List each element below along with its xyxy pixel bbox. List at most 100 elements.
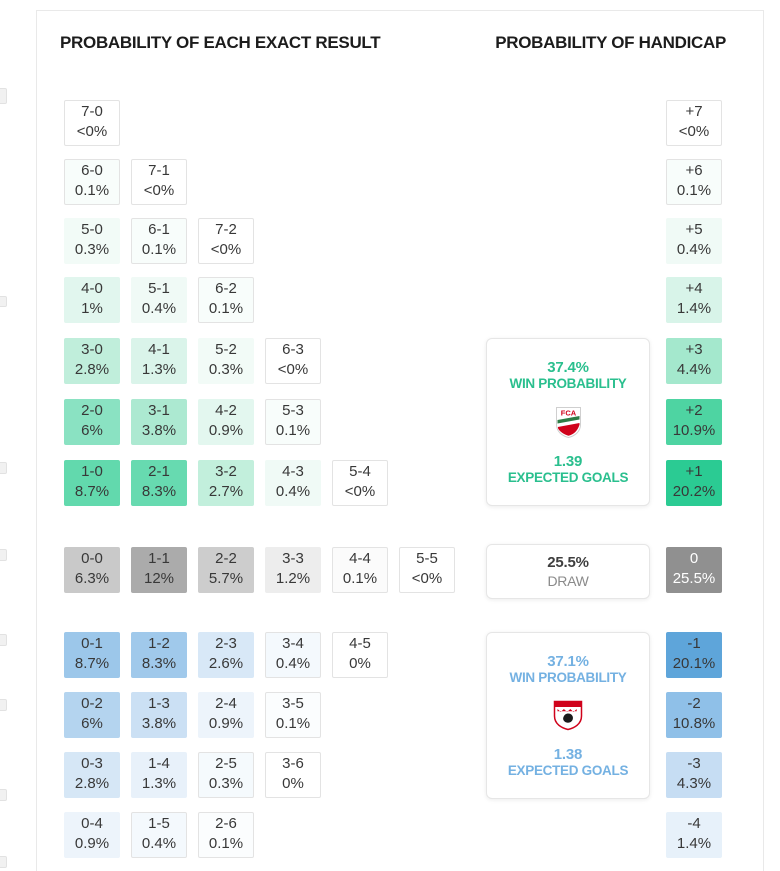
score-label: 5-3	[282, 402, 304, 419]
result-cell-2-1: 2-1 8.3%	[131, 460, 187, 506]
score-label: 1-4	[148, 755, 170, 772]
score-label: -3	[687, 755, 701, 772]
result-cell-2-3: 2-3 2.6%	[198, 632, 254, 678]
result-cell-5-3: 5-3 0.1%	[265, 399, 321, 445]
probability-label: 6.3%	[74, 570, 110, 587]
away-win-probability: 37.1%	[547, 652, 589, 670]
probability-label: 0.1%	[141, 241, 177, 258]
result-cell-1-1: 1-1 12%	[131, 547, 187, 593]
score-label: 2-5	[215, 755, 237, 772]
probability-label: 2.7%	[208, 483, 244, 500]
probability-label: 1%	[81, 300, 103, 317]
score-label: 1-5	[148, 815, 170, 832]
score-label: 0	[689, 550, 699, 567]
score-label: +3	[685, 341, 703, 358]
score-label: -1	[687, 635, 701, 652]
probability-label: 10.8%	[672, 715, 716, 732]
probability-label: 0.1%	[74, 182, 110, 199]
home-expected-goals-label: EXPECTED GOALS	[507, 470, 629, 485]
clipped-content-fragment	[0, 296, 7, 307]
result-cell-2-2: 2-2 5.7%	[198, 547, 254, 593]
handicap-cell-+5: +5 0.4%	[666, 218, 722, 264]
probability-label: 0.4%	[275, 655, 311, 672]
result-cell-0-0: 0-0 6.3%	[64, 547, 120, 593]
probability-label: <0%	[210, 241, 242, 258]
score-label: 5-1	[148, 280, 170, 297]
score-label: 5-5	[416, 550, 438, 567]
result-cell-6-1: 6-1 0.1%	[131, 218, 187, 264]
clipped-content-fragment	[0, 856, 7, 868]
score-label: 0-1	[81, 635, 103, 652]
score-label: 0-2	[81, 695, 103, 712]
probability-label: <0%	[143, 182, 175, 199]
score-label: 5-0	[81, 221, 103, 238]
clipped-content-fragment	[0, 462, 7, 474]
score-label: 3-0	[81, 341, 103, 358]
score-label: 3-1	[148, 402, 170, 419]
score-label: 4-4	[349, 550, 371, 567]
score-label: 6-3	[282, 341, 304, 358]
probability-label: 0.9%	[208, 715, 244, 732]
score-label: 4-5	[349, 635, 371, 652]
away-win-label: WIN PROBABILITY	[509, 669, 627, 685]
clipped-content-fragment	[0, 88, 7, 104]
away-expected-goals: 1.38	[553, 746, 583, 764]
result-cell-1-5: 1-5 0.4%	[131, 812, 187, 858]
handicap-cell-+1: +1 20.2%	[666, 460, 722, 506]
probability-label: 8.3%	[141, 483, 177, 500]
result-cell-3-4: 3-4 0.4%	[265, 632, 321, 678]
result-cell-2-6: 2-6 0.1%	[198, 812, 254, 858]
score-label: 7-0	[81, 103, 103, 120]
handicap-cell-+3: +3 4.4%	[666, 338, 722, 384]
result-cell-7-0: 7-0 <0%	[64, 100, 120, 146]
score-label: 5-2	[215, 341, 237, 358]
result-cell-1-0: 1-0 8.7%	[64, 460, 120, 506]
result-cell-0-3: 0-3 2.8%	[64, 752, 120, 798]
probability-label: 0.1%	[208, 835, 244, 852]
probability-label: <0%	[277, 361, 309, 378]
score-label: 2-4	[215, 695, 237, 712]
score-label: 7-2	[215, 221, 237, 238]
away-expected-goals-label: EXPECTED GOALS	[507, 763, 629, 779]
result-cell-1-2: 1-2 8.3%	[131, 632, 187, 678]
probability-label: <0%	[344, 483, 376, 500]
result-cell-0-1: 0-1 8.7%	[64, 632, 120, 678]
home-expected-goals: 1.39	[553, 453, 583, 470]
result-cell-2-0: 2-0 6%	[64, 399, 120, 445]
result-cell-6-0: 6-0 0.1%	[64, 159, 120, 205]
result-cell-4-5: 4-5 0%	[332, 632, 388, 678]
probability-label: 0.1%	[275, 422, 311, 439]
score-label: 3-3	[282, 550, 304, 567]
score-label: 4-1	[148, 341, 170, 358]
probability-label: 8.3%	[141, 655, 177, 672]
score-label: -4	[687, 815, 701, 832]
probability-label: 0.1%	[342, 570, 378, 587]
clipped-content-fragment	[0, 549, 7, 561]
probability-label: 1.3%	[141, 361, 177, 378]
home-win-probability: 37.4%	[547, 359, 589, 376]
handicap-header: PROBABILITY OF HANDICAP	[495, 33, 726, 52]
probability-label: 0.1%	[676, 182, 712, 199]
exact-result-header: PROBABILITY OF EACH EXACT RESULT	[60, 33, 381, 52]
home-win-group: 37.4% WIN PROBABILITY	[510, 359, 627, 391]
probability-label: 1.4%	[676, 300, 712, 317]
result-cell-3-6: 3-6 0%	[265, 752, 321, 798]
probability-label: 0.4%	[141, 300, 177, 317]
score-label: +5	[685, 221, 703, 238]
result-cell-1-3: 1-3 3.8%	[131, 692, 187, 738]
draw-probability: 25.5%	[547, 554, 589, 571]
score-label: 0-0	[81, 550, 103, 567]
result-cell-5-5: 5-5 <0%	[399, 547, 455, 593]
result-cell-4-1: 4-1 1.3%	[131, 338, 187, 384]
result-cell-6-2: 6-2 0.1%	[198, 277, 254, 323]
handicap-cell--3: -3 4.3%	[666, 752, 722, 798]
score-label: +2	[685, 402, 703, 419]
away-win-group: 37.1% WIN PROBABILITY	[510, 653, 627, 685]
result-cell-5-4: 5-4 <0%	[332, 460, 388, 506]
probability-label: 0.3%	[208, 775, 244, 792]
score-label: 4-3	[282, 463, 304, 480]
result-cell-5-0: 5-0 0.3%	[64, 218, 120, 264]
score-label: 4-0	[81, 280, 103, 297]
probability-label: 0%	[349, 655, 371, 672]
